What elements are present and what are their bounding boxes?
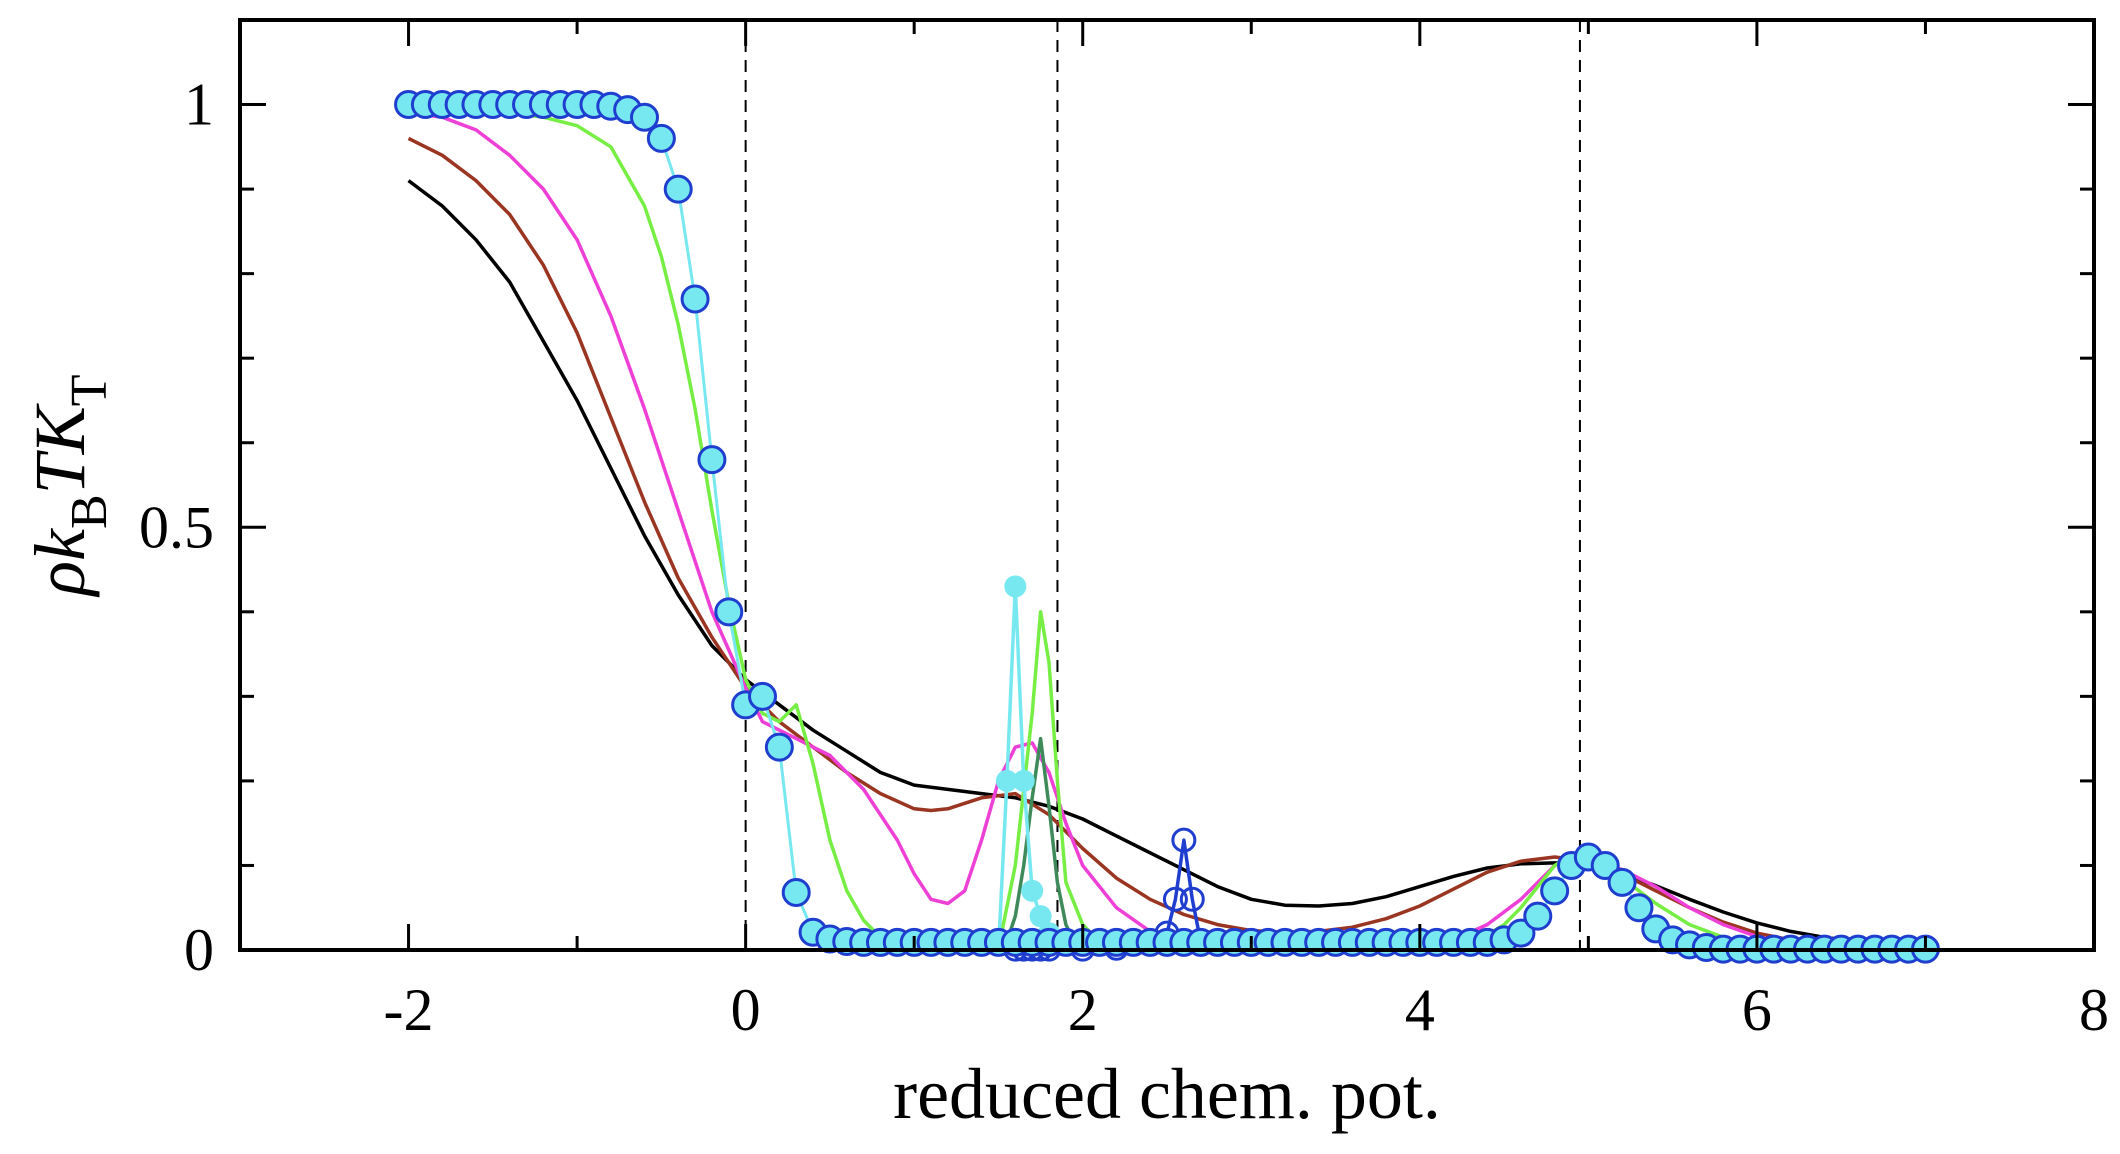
series-green — [408, 102, 1926, 951]
data-point-cyan-circles — [764, 732, 794, 762]
data-point-cyan-filled — [1012, 769, 1035, 792]
data-point-cyan-circles — [646, 123, 676, 153]
data-point-cyan-circles — [1506, 918, 1536, 948]
data-point-cyan-circles — [1590, 850, 1620, 880]
series-layer — [407, 102, 1926, 951]
ticks-layer — [238, 18, 2096, 952]
x-tick-label-0: -2 — [384, 977, 434, 1043]
ylabel-k: k — [20, 527, 100, 561]
tick-labels-layer: -2 0 2 4 6 8 0 0.5 1 — [139, 72, 2109, 1043]
data-point-cyan-filled — [995, 769, 1018, 792]
data-point-cyan-circles — [1607, 867, 1637, 897]
plot-frame — [238, 18, 2096, 952]
data-point-blue — [1171, 827, 1197, 853]
data-point-cyan-circles — [781, 878, 811, 908]
x-tick-label-2: 2 — [1068, 977, 1098, 1043]
data-point-cyan-filled — [1004, 575, 1027, 598]
y-tick-label-1: 0.5 — [139, 494, 214, 560]
data-point-cyan-circles — [1523, 901, 1553, 931]
ylabel-rho: ρ — [20, 561, 100, 598]
data-point-cyan-circles — [1540, 876, 1570, 906]
y-tick-label-2: 1 — [184, 72, 214, 138]
data-point-cyan-circles — [714, 597, 744, 627]
x-axis-title: reduced chem. pot. — [893, 1054, 1441, 1134]
ylabel-K: K — [20, 402, 100, 455]
x-tick-label-5: 8 — [2079, 977, 2109, 1043]
data-point-cyan-circles — [697, 445, 727, 475]
x-tick-label-3: 4 — [1405, 977, 1435, 1043]
data-point-cyan-circles — [630, 102, 660, 132]
data-point-blue — [1179, 886, 1205, 912]
data-point-blue — [1162, 886, 1188, 912]
y-axis-title: ρkBTKT — [20, 374, 118, 597]
y-tick-label-0: 0 — [184, 917, 214, 983]
series-black — [407, 179, 1926, 948]
data-point-cyan-filled — [1029, 905, 1052, 928]
data-point-cyan-circles — [680, 284, 710, 314]
series-magenta — [408, 111, 1926, 951]
data-point-cyan-filled — [1021, 879, 1044, 902]
markers-layer — [394, 90, 1940, 964]
data-point-cyan-circles — [1624, 893, 1654, 923]
data-point-cyan-circles — [663, 174, 693, 204]
ylabel-sub-T: T — [61, 374, 118, 406]
x-tick-label-4: 6 — [1742, 977, 1772, 1043]
data-point-cyan-circles — [747, 681, 777, 711]
series-cyan-circles — [408, 103, 1926, 951]
series-brown — [407, 136, 1926, 951]
ylabel-sub-B: B — [61, 494, 118, 529]
x-tick-label-1: 0 — [731, 977, 761, 1043]
reference-lines — [744, 20, 1581, 950]
ylabel-T: T — [20, 449, 100, 494]
